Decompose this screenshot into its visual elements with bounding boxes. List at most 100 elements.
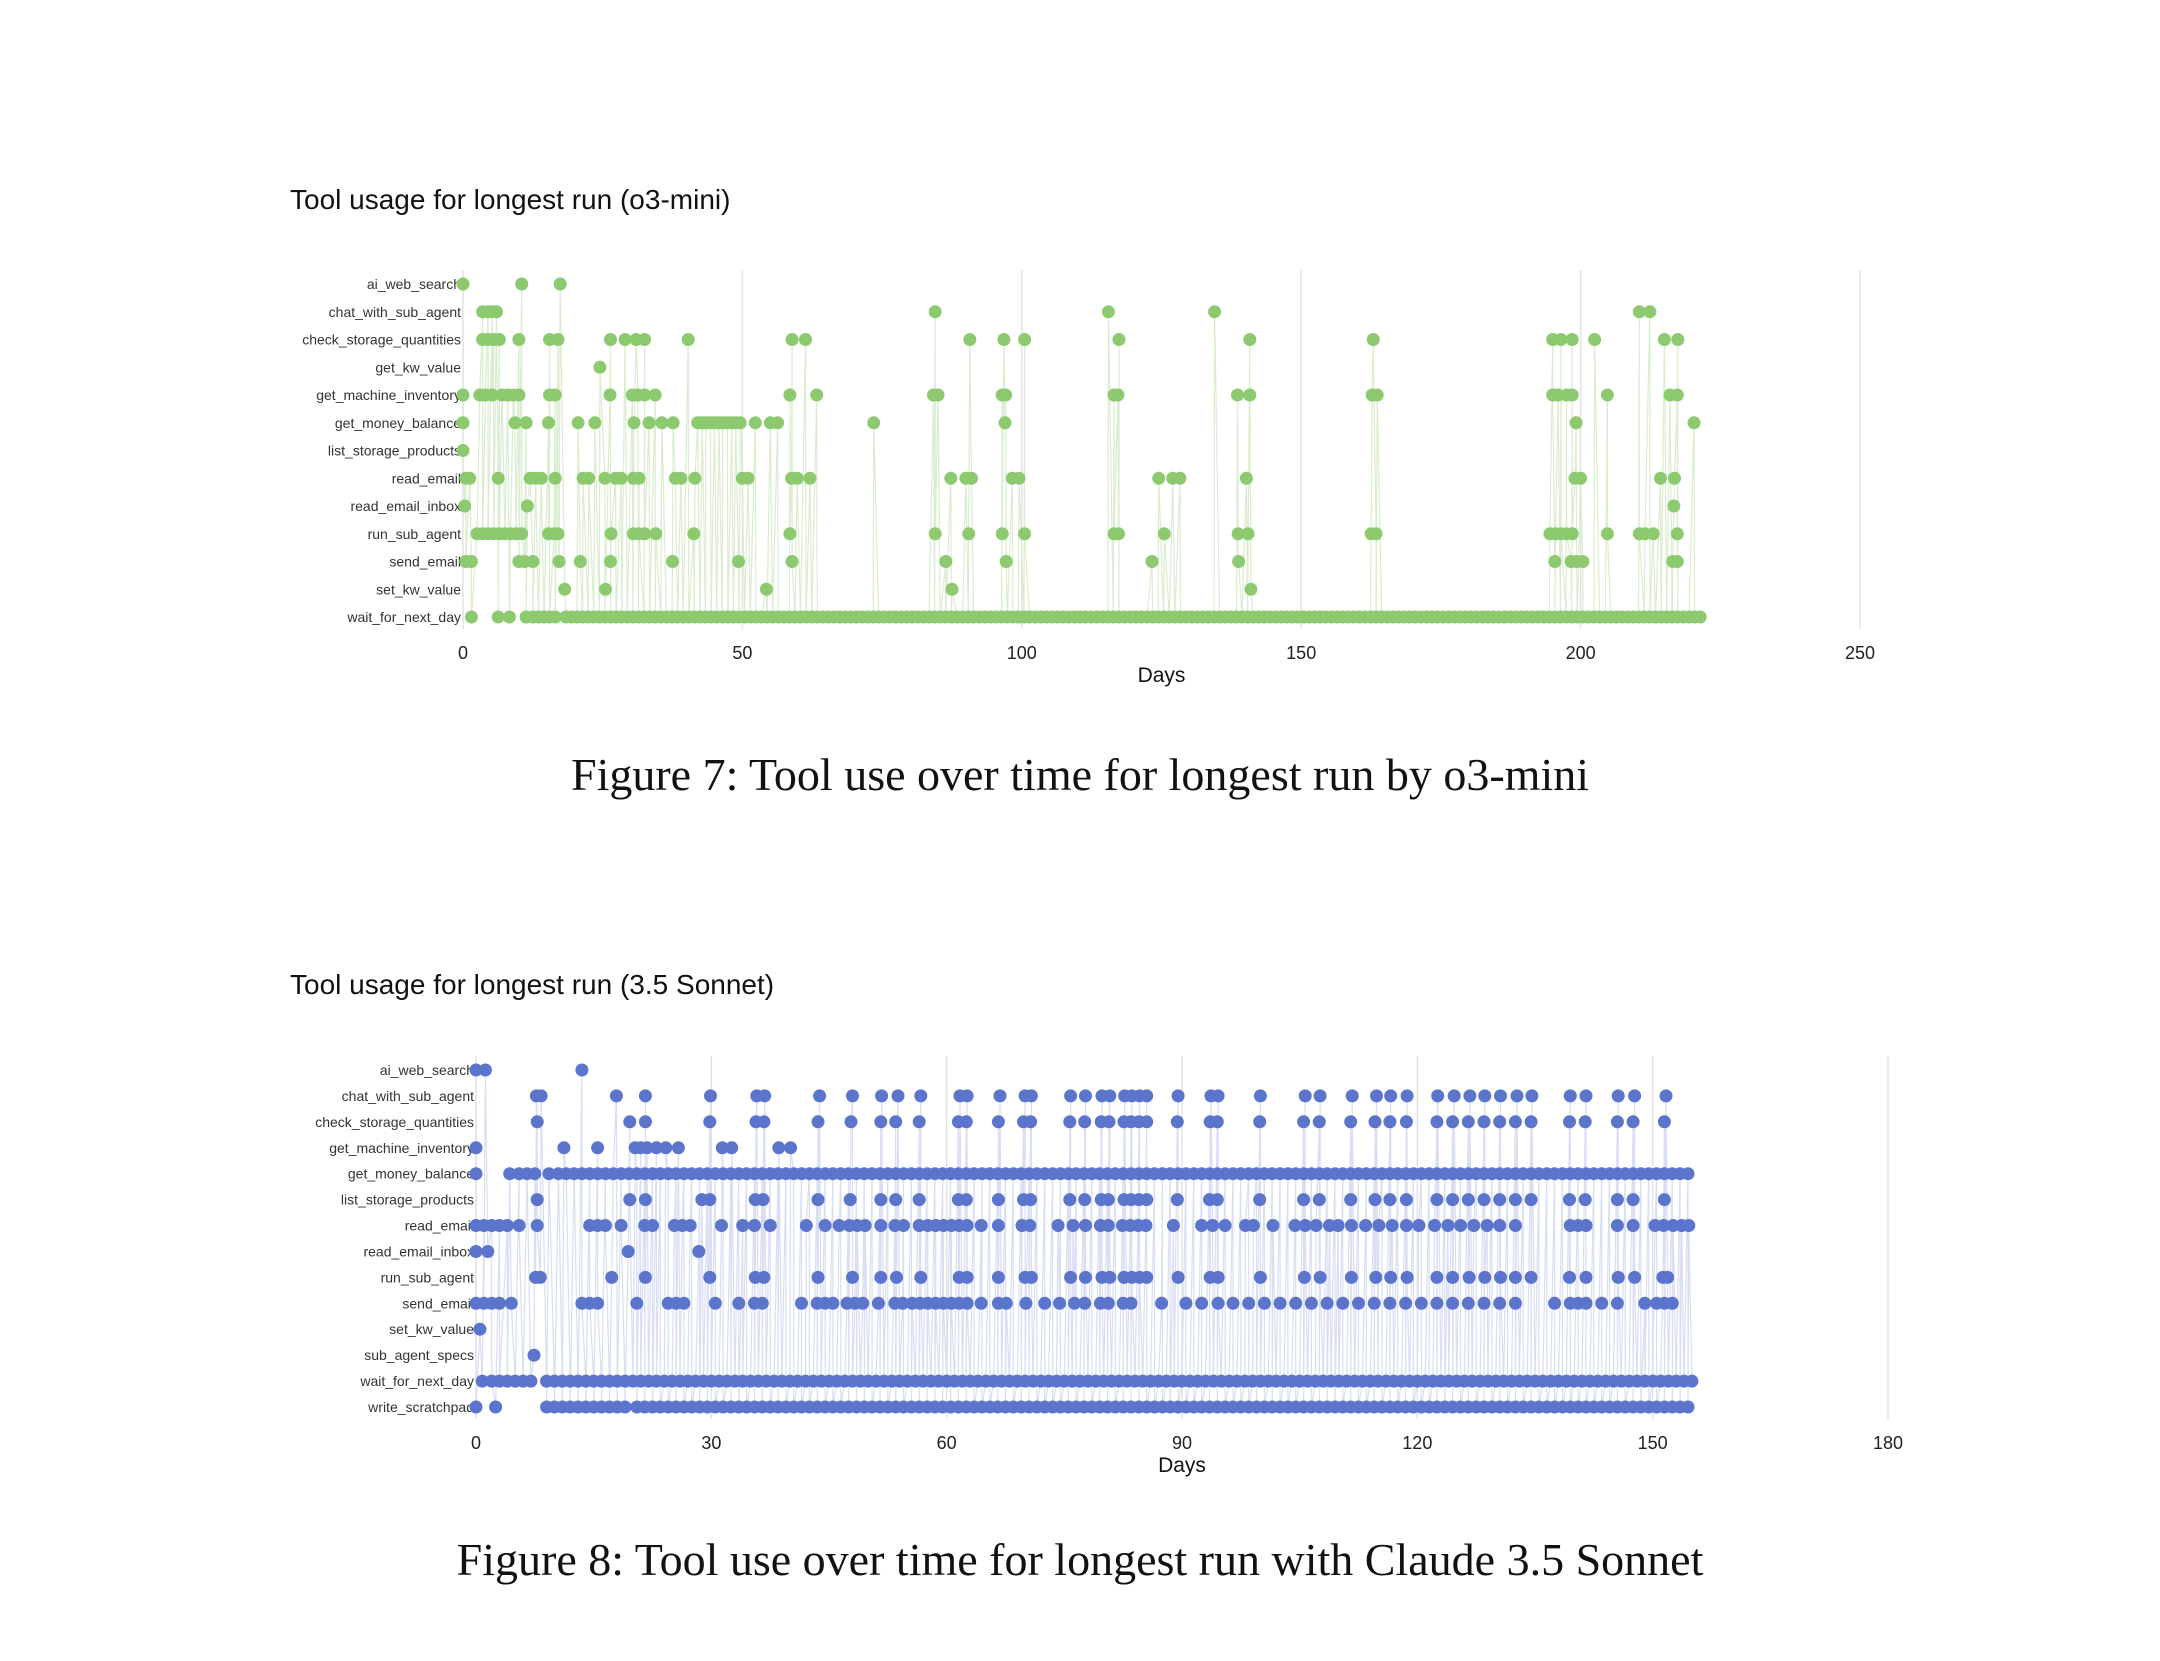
data-point [748, 1219, 761, 1232]
data-point [456, 416, 470, 430]
data-point [931, 388, 945, 402]
data-point [1657, 1219, 1671, 1232]
data-point [843, 1193, 857, 1207]
data-point [875, 1089, 889, 1103]
data-point [1170, 1115, 1184, 1129]
data-point [464, 555, 478, 568]
data-point [627, 416, 641, 430]
data-point [1508, 1296, 1522, 1310]
data-point [1400, 1089, 1414, 1103]
data-point [928, 305, 942, 319]
data-point [912, 1193, 926, 1207]
y-tick-label: check_storage_quantities [315, 1114, 474, 1130]
data-point [638, 333, 652, 346]
y-tick-label: ai_web_search [367, 276, 461, 292]
data-point [1611, 1270, 1625, 1284]
x-tick-label: 90 [1172, 1433, 1192, 1453]
data-point [960, 1219, 974, 1232]
data-point [1657, 1115, 1671, 1129]
data-point [621, 1245, 635, 1258]
data-point [889, 1115, 903, 1129]
data-point [896, 1296, 910, 1310]
data-point [1173, 471, 1187, 485]
data-point [795, 1296, 808, 1310]
data-point [1588, 333, 1602, 346]
data-point [490, 305, 503, 319]
data-point [1157, 527, 1171, 541]
data-point [1632, 305, 1646, 319]
data-point [666, 416, 680, 430]
y-tick-label: list_storage_products [341, 1192, 474, 1208]
data-point [1399, 1115, 1413, 1129]
data-point [1359, 1219, 1373, 1232]
data-point [1273, 1296, 1287, 1310]
data-point [552, 555, 566, 568]
data-point [528, 1167, 542, 1181]
data-point [1211, 1089, 1225, 1103]
data-point [832, 1219, 846, 1232]
data-point [856, 1296, 870, 1310]
data-point [1681, 1400, 1695, 1414]
data-point [741, 471, 755, 485]
data-point [1477, 1296, 1491, 1310]
data-point [1211, 1296, 1225, 1310]
data-point [784, 1141, 798, 1155]
data-point [493, 1296, 506, 1310]
data-point [1579, 1089, 1593, 1103]
data-point [799, 333, 812, 346]
data-point [1638, 1296, 1652, 1310]
data-point [1643, 305, 1657, 319]
data-point [962, 527, 976, 541]
data-point [736, 1219, 750, 1232]
data-point [1461, 1115, 1475, 1129]
data-point [846, 1089, 859, 1103]
data-point [1628, 1270, 1642, 1284]
data-point [867, 416, 881, 430]
data-point [1231, 527, 1245, 541]
x-tick-label: 150 [1286, 643, 1316, 663]
data-point [671, 1141, 685, 1155]
data-point [732, 1296, 746, 1310]
data-point [1385, 1219, 1399, 1232]
x-tick-label: 250 [1845, 643, 1875, 663]
data-point [1257, 1296, 1271, 1310]
data-point [551, 527, 565, 541]
data-point [1610, 1193, 1624, 1207]
data-point [1210, 1193, 1224, 1207]
y-tick-label: read_email_inbox [350, 498, 461, 514]
data-point [965, 471, 978, 485]
data-point [526, 555, 540, 568]
y-tick-label: read_email [405, 1218, 474, 1234]
data-point [1414, 1296, 1428, 1310]
data-point [512, 333, 526, 346]
y-tick-label: chat_with_sub_agent [342, 1088, 474, 1104]
y-tick-label: check_storage_quantities [302, 332, 461, 348]
data-point [1344, 1270, 1358, 1284]
data-point [1063, 1115, 1077, 1129]
y-tick-label: send_email [402, 1295, 474, 1311]
data-point [991, 1115, 1005, 1129]
data-point [912, 1115, 926, 1129]
y-tick-label: get_money_balance [335, 415, 461, 431]
data-point [1370, 388, 1384, 402]
data-point [1565, 333, 1579, 346]
data-point [469, 1400, 483, 1414]
data-point [623, 1193, 637, 1207]
data-point [810, 388, 824, 402]
data-point [1383, 1296, 1397, 1310]
data-point [1124, 1296, 1138, 1310]
data-point [1320, 1296, 1334, 1310]
data-point [1578, 1115, 1592, 1129]
data-point [500, 1219, 514, 1232]
data-point [1064, 1089, 1078, 1103]
data-point [999, 388, 1013, 402]
data-point [1211, 1270, 1225, 1284]
data-point [1140, 1115, 1154, 1129]
data-point [1023, 1219, 1037, 1232]
data-point [598, 1219, 612, 1232]
data-point [1493, 1193, 1507, 1207]
y-tick-label: ai_web_search [380, 1062, 474, 1078]
data-point [799, 1219, 813, 1232]
data-point [1682, 1219, 1696, 1232]
data-point [623, 1115, 637, 1129]
